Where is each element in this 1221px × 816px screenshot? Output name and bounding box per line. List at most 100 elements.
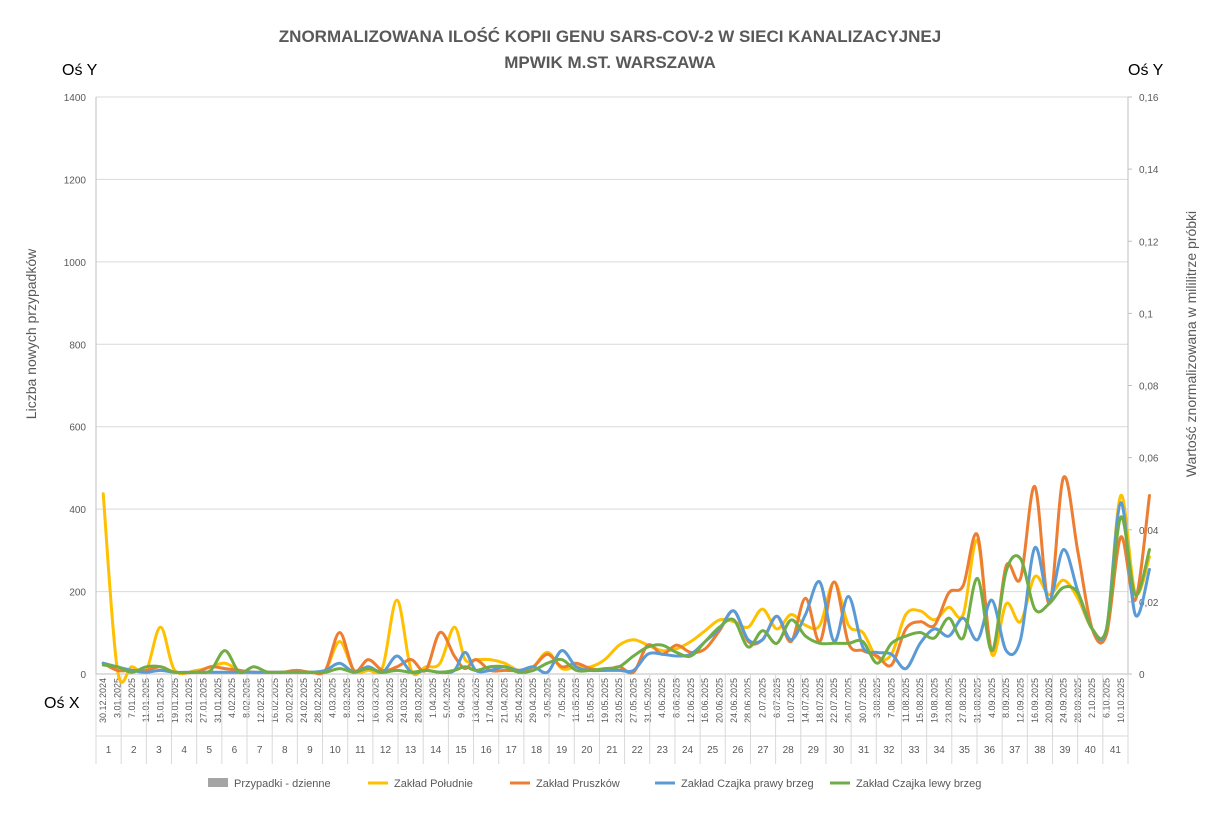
y-tick-left: 200 bbox=[69, 588, 86, 599]
x-tick-date: 12.03.2025 bbox=[356, 678, 366, 723]
chart-title-line1: ZNORMALIZOWANA ILOŚĆ KOPII GENU SARS-COV… bbox=[279, 27, 941, 46]
x-tick-date: 19.08.2025 bbox=[930, 678, 940, 723]
y-tick-left: 0 bbox=[80, 670, 86, 681]
x-tick-date: 5.04.2025 bbox=[442, 678, 452, 718]
x-tick-date: 31.01.2025 bbox=[213, 678, 223, 723]
x-tick-date: 26.07.2025 bbox=[844, 678, 854, 723]
x-tick-date: 31.08.2025 bbox=[973, 678, 983, 723]
x-tick-date: 20.09.2025 bbox=[1044, 678, 1054, 723]
x-week-label: 1 bbox=[106, 745, 112, 756]
x-week-label: 11 bbox=[355, 745, 366, 756]
x-week-label: 5 bbox=[206, 745, 212, 756]
x-week-label: 26 bbox=[732, 745, 744, 756]
x-tick-date: 1.04.2025 bbox=[428, 678, 438, 718]
y-axis-right-label: Wartość znormalizowana w mililitrze prób… bbox=[1183, 211, 1199, 477]
x-tick-date: 22.07.2025 bbox=[829, 678, 839, 723]
x-week-label: 31 bbox=[858, 745, 870, 756]
y-tick-right: 0,16 bbox=[1139, 93, 1159, 104]
y-tick-right: 0,04 bbox=[1139, 526, 1159, 537]
x-week-label: 14 bbox=[430, 745, 442, 756]
x-tick-date: 6.10.2025 bbox=[1102, 678, 1112, 718]
x-tick-date: 23.05.2025 bbox=[614, 678, 624, 723]
x-tick-date: 27.05.2025 bbox=[629, 678, 639, 723]
x-week-label: 22 bbox=[632, 745, 644, 756]
x-tick-date: 4.06.2025 bbox=[657, 678, 667, 718]
x-week-label: 38 bbox=[1034, 745, 1046, 756]
y-tick-left: 600 bbox=[69, 423, 86, 434]
x-tick-date: 20.03.2025 bbox=[385, 678, 395, 723]
x-tick-date: 18.07.2025 bbox=[815, 678, 825, 723]
x-week-label: 3 bbox=[156, 745, 162, 756]
x-tick-date: 3.01.2025 bbox=[113, 678, 123, 718]
y-tick-left: 1200 bbox=[64, 175, 87, 186]
x-tick-date: 4.03.2025 bbox=[328, 678, 338, 718]
series-line-czajka-lewy bbox=[101, 515, 1151, 675]
legend-item: Zakład Czajka prawy brzeg bbox=[681, 778, 814, 790]
x-week-label: 10 bbox=[330, 745, 342, 756]
x-tick-date: 24.02.2025 bbox=[299, 678, 309, 723]
legend-item: Przypadki - dzienne bbox=[234, 778, 331, 790]
x-tick-date: 20.02.2025 bbox=[285, 678, 295, 723]
x-tick-date: 15.01.2025 bbox=[156, 678, 166, 723]
x-week-label: 25 bbox=[707, 745, 719, 756]
series-line-pruszkow bbox=[101, 475, 1151, 676]
x-week-label: 18 bbox=[531, 745, 543, 756]
y-tick-right: 0,08 bbox=[1139, 382, 1159, 393]
x-tick-date: 10.10.2025 bbox=[1116, 678, 1126, 723]
x-tick-date: 30.12.2024 bbox=[98, 678, 108, 723]
x-tick-date: 16.06.2025 bbox=[700, 678, 710, 723]
x-week-label: 12 bbox=[380, 745, 392, 756]
x-tick-date: 12.09.2025 bbox=[1016, 678, 1026, 723]
y-tick-right: 0 bbox=[1139, 670, 1145, 681]
x-tick-date: 24.03.2025 bbox=[399, 678, 409, 723]
x-week-label: 37 bbox=[1009, 745, 1021, 756]
y-tick-left: 800 bbox=[69, 340, 86, 351]
x-tick-date: 8.09.2025 bbox=[1001, 678, 1011, 718]
x-tick-date: 28.02.2025 bbox=[313, 678, 323, 723]
x-tick-date: 16.02.2025 bbox=[270, 678, 280, 723]
x-tick-date: 28.06.2025 bbox=[743, 678, 753, 723]
x-tick-date: 15.08.2025 bbox=[915, 678, 925, 723]
x-tick-date: 4.02.2025 bbox=[227, 678, 237, 718]
x-tick-date: 30.07.2025 bbox=[858, 678, 868, 723]
x-week-label: 17 bbox=[506, 745, 518, 756]
x-week-label: 32 bbox=[883, 745, 895, 756]
x-tick-date: 17.04.2025 bbox=[485, 678, 495, 723]
x-week-label: 2 bbox=[131, 745, 137, 756]
x-tick-date: 6.07.2025 bbox=[772, 678, 782, 718]
axis-y-left-caption: Oś Y bbox=[62, 62, 98, 79]
x-week-label: 24 bbox=[682, 745, 694, 756]
x-week-label: 15 bbox=[455, 745, 467, 756]
x-tick-date: 16.03.2025 bbox=[371, 678, 381, 723]
x-tick-date: 29.04.2025 bbox=[528, 678, 538, 723]
x-week-label: 6 bbox=[232, 745, 238, 756]
x-tick-date: 7.01.2025 bbox=[127, 678, 137, 718]
x-tick-date: 8.06.2025 bbox=[672, 678, 682, 718]
y-tick-right: 0,06 bbox=[1139, 454, 1159, 465]
y-tick-right: 0,1 bbox=[1139, 309, 1153, 320]
x-week-label: 29 bbox=[808, 745, 820, 756]
x-tick-date: 21.04.2025 bbox=[500, 678, 510, 723]
x-tick-date: 13.04.2025 bbox=[471, 678, 481, 723]
x-tick-date: 20.06.2025 bbox=[715, 678, 725, 723]
legend-item: Zakład Czajka lewy brzeg bbox=[856, 778, 981, 790]
x-tick-date: 23.01.2025 bbox=[184, 678, 194, 723]
y-tick-left: 1000 bbox=[64, 258, 87, 269]
x-tick-date: 3.05.2025 bbox=[543, 678, 553, 718]
y-tick-right: 0,02 bbox=[1139, 598, 1159, 609]
x-tick-date: 16.09.2025 bbox=[1030, 678, 1040, 723]
x-week-label: 33 bbox=[908, 745, 920, 756]
x-week-label: 27 bbox=[757, 745, 769, 756]
x-week-label: 40 bbox=[1085, 745, 1097, 756]
x-tick-date: 24.09.2025 bbox=[1059, 678, 1069, 723]
x-tick-date: 10.07.2025 bbox=[786, 678, 796, 723]
y-tick-left: 1400 bbox=[64, 93, 87, 104]
x-week-label: 39 bbox=[1060, 745, 1072, 756]
x-week-label: 34 bbox=[934, 745, 946, 756]
x-tick-date: 8.03.2025 bbox=[342, 678, 352, 718]
series-line-poludnie bbox=[101, 492, 1151, 684]
legend-item: Zakład Południe bbox=[394, 778, 473, 790]
y-tick-left: 400 bbox=[69, 505, 86, 516]
legend-swatch bbox=[208, 778, 228, 787]
